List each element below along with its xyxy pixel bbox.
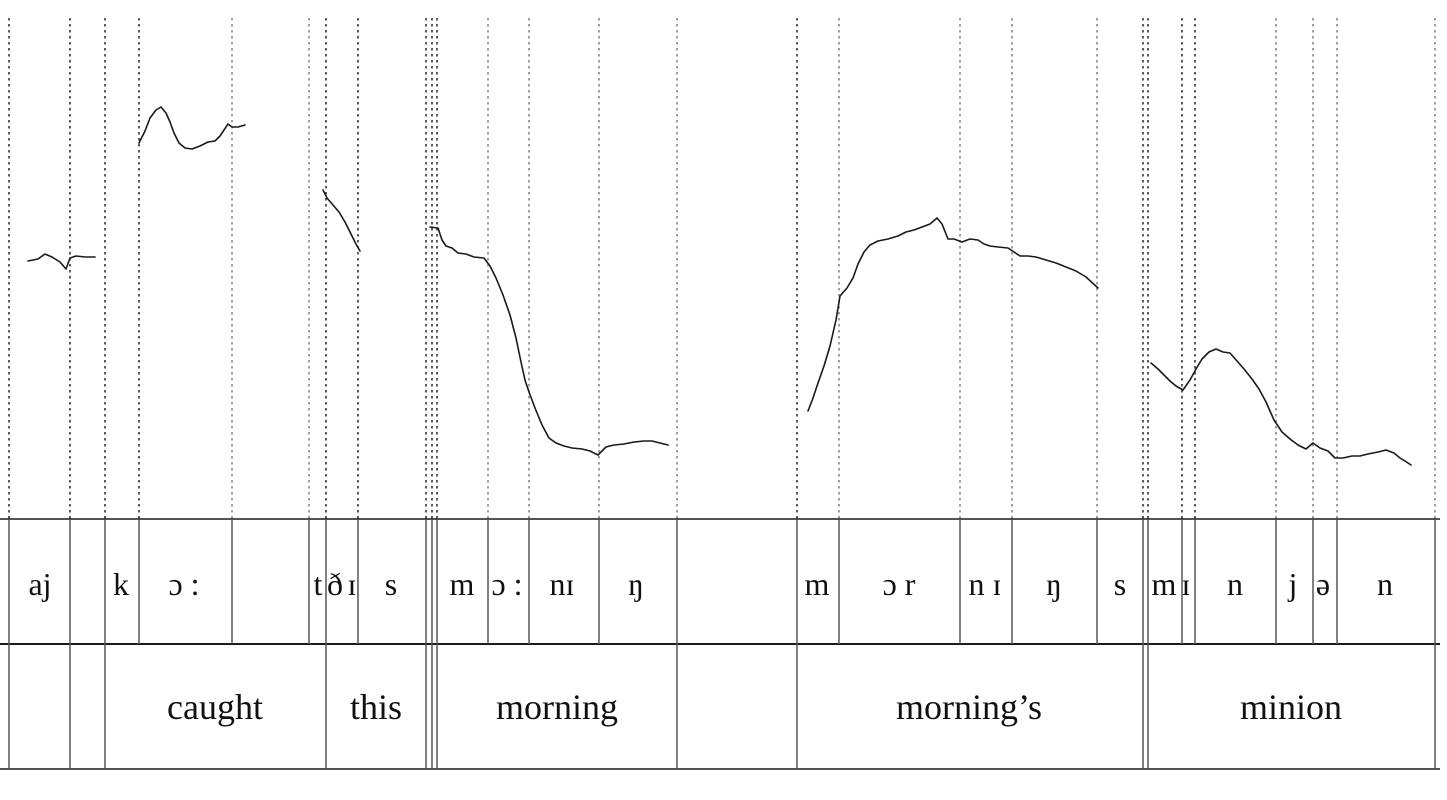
phone-label: n [1377,566,1393,602]
pitch-contour [322,189,361,252]
phone-label: s [1114,566,1126,602]
pitch-contour [27,253,96,270]
phone-label: ð [327,566,343,602]
phone-label: nɪ [550,566,575,602]
word-label: this [350,687,402,727]
phone-label: n ɪ [969,566,1002,602]
phone-label: s [385,566,397,602]
phone-label: k [113,566,129,602]
pitch-contour [807,217,1099,412]
phone-label: n [1227,566,1243,602]
phone-label: aj [28,566,51,602]
phone-label: ŋ [1046,566,1062,602]
phone-label: m [450,566,475,602]
phone-label: m [805,566,830,602]
phone-tier-boundaries [8,519,1436,644]
phone-label: t [314,566,323,602]
phone-label: ɔ r [883,566,916,602]
word-tier-labels: caught this morning morning’s minion [167,687,1342,727]
pitch-contour-group [27,106,1412,466]
phone-label: ɪ [348,566,357,602]
phone-label: j [1288,566,1298,602]
pitch-contour [1150,348,1412,466]
phone-label: ŋ [628,566,644,602]
word-label: morning [496,687,618,727]
word-label: minion [1240,687,1342,727]
word-label: caught [167,687,263,727]
pitch-contour [138,106,246,150]
phone-label: ɔ : [491,566,522,602]
phone-label: ɪ [1182,566,1191,602]
phone-label: m [1152,566,1177,602]
segment-boundary-dotted-lines [8,18,1436,519]
phone-tier-labels: aj k ɔ : t ð ɪ s m ɔ : nɪ ŋ m ɔ r n ɪ ŋ … [28,566,1393,602]
word-tier-boundaries [8,644,1436,769]
phone-label: ɔ : [168,566,199,602]
annotation-tier-frame [0,518,1440,770]
pitch-contour [429,226,669,456]
phone-label: ə [1316,566,1330,602]
word-label: morning’s [896,687,1042,727]
